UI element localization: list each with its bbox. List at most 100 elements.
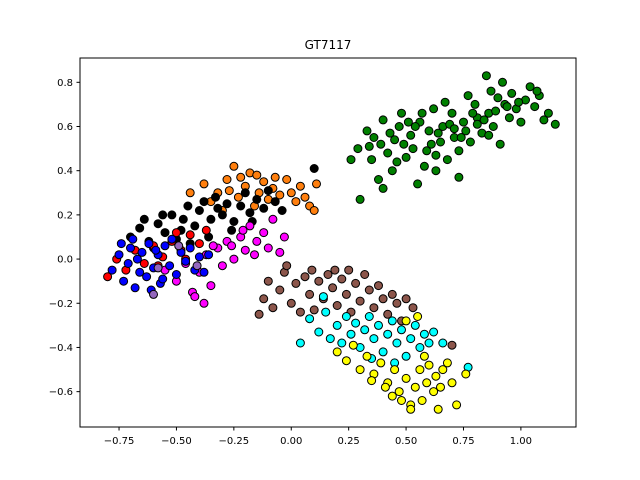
data-point: [139, 259, 149, 268]
data-point: [227, 225, 237, 235]
data-point: [213, 203, 223, 213]
data-point: [429, 104, 439, 114]
data-point: [286, 298, 296, 308]
data-point: [424, 360, 434, 370]
data-point: [282, 261, 292, 271]
chart-title: GT7117: [305, 38, 352, 52]
data-point: [201, 225, 211, 235]
data-point: [468, 108, 478, 118]
data-point: [268, 303, 278, 313]
data-point: [362, 351, 372, 361]
data-point: [300, 192, 310, 202]
data-point: [387, 166, 397, 176]
data-point: [422, 378, 432, 388]
x-axis: −0.75 −0.50 −0.25 0.00 0.25 0.50 0.75 1.00: [104, 427, 532, 447]
data-point: [229, 161, 239, 171]
data-point: [323, 270, 333, 279]
data-point: [107, 265, 117, 275]
data-point: [364, 141, 374, 151]
data-point: [413, 179, 423, 189]
data-point: [410, 122, 420, 131]
data-point: [401, 316, 411, 326]
y-tick-label: 0.6: [57, 122, 73, 133]
series-5: [107, 234, 214, 295]
data-point: [291, 278, 301, 288]
data-point: [275, 190, 285, 200]
series-1: [185, 161, 321, 215]
data-point: [132, 254, 142, 264]
data-point: [403, 117, 413, 127]
data-point: [208, 241, 218, 251]
data-point: [390, 365, 400, 375]
data-point: [383, 329, 393, 339]
data-point: [442, 155, 452, 165]
data-point: [337, 338, 347, 348]
data-point: [263, 243, 273, 253]
data-point: [525, 82, 535, 92]
data-point: [199, 298, 209, 308]
data-point: [376, 139, 386, 149]
data-point: [392, 298, 402, 308]
data-point: [348, 340, 358, 350]
data-point: [295, 307, 305, 317]
data-point: [224, 186, 234, 196]
data-point: [424, 338, 434, 348]
data-point: [217, 210, 227, 220]
series-6: [254, 261, 457, 350]
data-point: [254, 309, 264, 319]
data-point: [426, 139, 436, 149]
data-point: [406, 334, 416, 344]
data-point: [116, 239, 126, 249]
data-point: [463, 91, 473, 101]
data-point: [374, 320, 383, 330]
data-point: [165, 261, 175, 271]
data-point: [479, 115, 489, 125]
data-point: [199, 179, 209, 189]
data-point: [429, 327, 439, 337]
data-point: [367, 376, 377, 386]
data-point: [142, 272, 152, 282]
data-point: [341, 289, 351, 299]
data-point: [433, 128, 443, 138]
data-point: [174, 241, 184, 251]
data-point: [410, 382, 420, 392]
data-point: [279, 232, 289, 242]
data-point: [229, 217, 239, 226]
data-point: [259, 228, 269, 238]
data-point: [194, 239, 204, 249]
data-point: [344, 265, 354, 275]
data-point: [245, 221, 255, 231]
data-point: [504, 113, 514, 123]
data-point: [229, 254, 239, 264]
data-point: [408, 144, 418, 154]
data-point: [351, 318, 361, 328]
data-point: [431, 150, 441, 160]
data-point: [539, 115, 549, 125]
data-point: [447, 108, 457, 118]
data-point: [252, 170, 262, 180]
data-point: [222, 175, 232, 184]
data-point: [318, 292, 328, 302]
data-point: [484, 130, 494, 140]
data-point: [277, 206, 287, 215]
data-point: [295, 181, 305, 191]
data-point: [502, 102, 512, 112]
data-point: [530, 102, 540, 112]
data-point: [362, 126, 372, 136]
data-point: [397, 108, 406, 118]
data-point: [543, 108, 553, 118]
y-tick-label: 0.8: [57, 78, 73, 89]
data-point: [532, 86, 542, 96]
data-point: [433, 404, 443, 414]
x-tick-label: −0.75: [104, 436, 135, 447]
data-point: [222, 199, 232, 209]
data-point: [413, 312, 423, 321]
data-point: [337, 274, 347, 284]
data-point: [236, 201, 246, 211]
data-point: [171, 270, 181, 279]
data-point: [431, 371, 441, 381]
data-point: [270, 197, 280, 207]
x-tick-label: 0.25: [338, 436, 360, 447]
